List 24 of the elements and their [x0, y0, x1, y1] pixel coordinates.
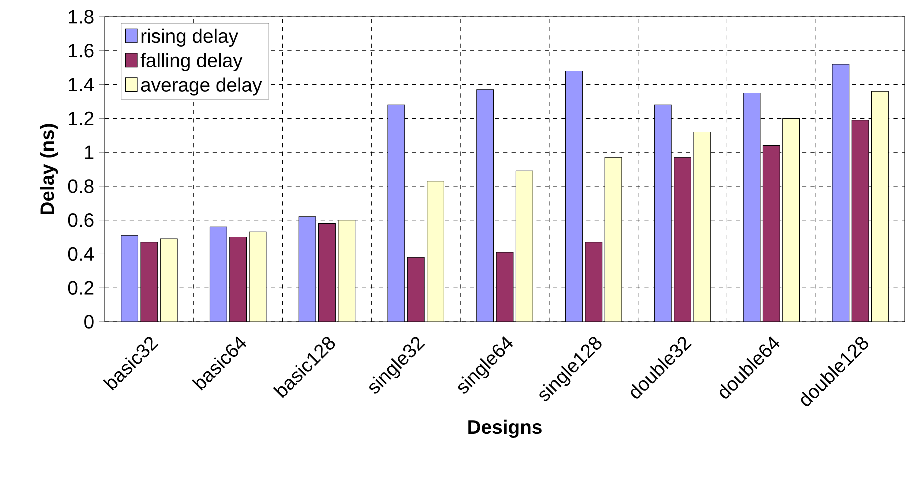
y-axis-title: Delay (ns): [40, 124, 58, 214]
bar: [871, 91, 889, 322]
x-axis-title: Designs: [468, 420, 542, 438]
bar: [160, 238, 178, 322]
y-tick-label: 0.6: [68, 213, 94, 228]
y-tick-label: 1.4: [69, 78, 94, 92]
y-tick-label: 1.6: [69, 44, 94, 58]
legend-label: average delay: [141, 78, 262, 96]
y-tick-label: 1.8: [69, 10, 94, 24]
y-tick-label: 0.2: [68, 281, 94, 295]
y-tick-label: 1.2: [69, 112, 94, 126]
bar: [249, 232, 267, 322]
y-tick-label: 0.8: [68, 180, 94, 194]
y-tick-label: 0.4: [68, 247, 94, 262]
bar: [782, 118, 800, 322]
y-tick-label: 1: [85, 146, 94, 160]
bar: [694, 132, 712, 322]
bar: [516, 170, 534, 322]
bar: [604, 157, 622, 322]
y-tick-label: 0: [84, 315, 94, 329]
legend-label: falling delay: [140, 53, 243, 72]
bar: [338, 220, 356, 322]
legend-label: rising delay: [142, 28, 238, 47]
bar: [427, 181, 444, 322]
